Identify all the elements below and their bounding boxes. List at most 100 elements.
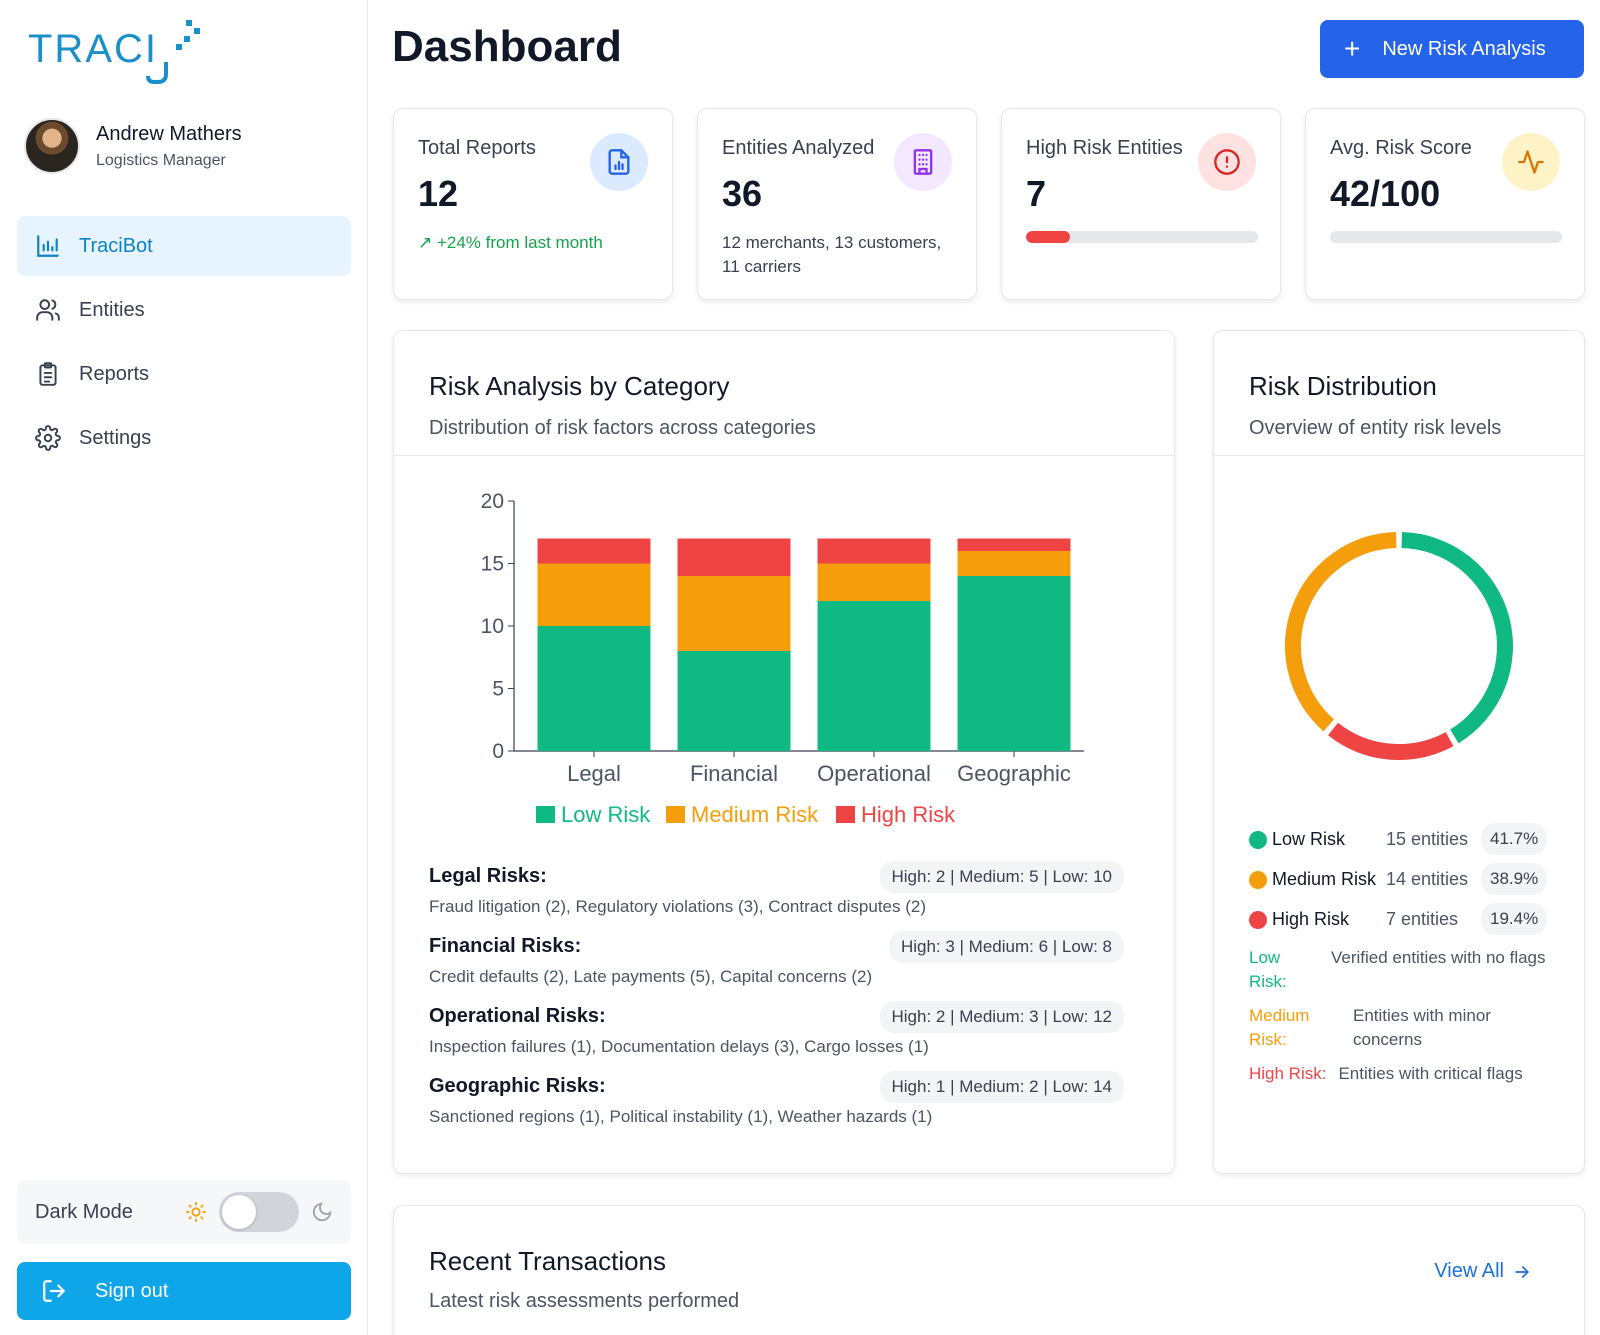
risk-badge: High: 2 | Medium: 3 | Low: 12 — [879, 1001, 1124, 1033]
risk-description: Inspection failures (1), Documentation d… — [429, 1037, 929, 1056]
user-role: Logistics Manager — [96, 151, 226, 169]
card-subtitle: Distribution of risk factors across cate… — [429, 417, 816, 439]
bar-segment — [957, 538, 1071, 551]
description-row-high: High Risk: Entities with critical flags — [1249, 1062, 1559, 1086]
distribution-legend: Low Risk 15 entities 41.7% Medium Risk 1… — [1249, 821, 1549, 941]
medium-risk-dot — [1249, 871, 1267, 889]
clipboard-icon — [39, 362, 57, 386]
moon-icon — [312, 1202, 332, 1222]
description-text: Verified entities with no flags — [1331, 948, 1546, 967]
activity-icon — [1502, 133, 1560, 191]
card-subtitle: Overview of entity risk levels — [1249, 417, 1502, 439]
description-key: Low Risk: — [1249, 948, 1287, 991]
low-risk-dot — [1249, 831, 1267, 849]
stat-subtext: 12 merchants, 13 customers, 11 carriers — [722, 233, 942, 276]
risk-category-card: Risk Analysis by Category Distribution o… — [393, 330, 1175, 1174]
card-title: Recent Transactions — [429, 1246, 667, 1276]
card-title: Risk Distribution — [1249, 371, 1437, 401]
bar-segment — [957, 551, 1071, 576]
y-tick-label: 0 — [492, 740, 504, 763]
stat-card-total-reports: Total Reports 12 ↗ +24% from last month — [393, 108, 673, 300]
y-tick-label: 15 — [481, 553, 504, 576]
distribution-row-high: High Risk 7 entities 19.4% — [1249, 901, 1549, 941]
bar-segment — [817, 538, 931, 564]
sidebar-item-entities[interactable]: Entities — [17, 280, 351, 340]
risk-badge: High: 2 | Medium: 5 | Low: 10 — [879, 861, 1124, 893]
x-tick-label: Financial — [690, 761, 778, 786]
file-chart-icon — [590, 133, 648, 191]
avatar — [24, 118, 80, 174]
bar-segment — [537, 563, 651, 626]
risk-name: Legal Risks: — [429, 865, 547, 887]
y-tick-label: 5 — [492, 678, 504, 701]
distribution-percent: 19.4% — [1481, 903, 1548, 935]
sidebar-item-settings[interactable]: Settings — [17, 408, 351, 468]
description-text: Entities with critical flags — [1338, 1064, 1523, 1083]
legend-label: High Risk — [861, 802, 956, 827]
risk-description: Credit defaults (2), Late payments (5), … — [429, 967, 873, 986]
distribution-percent: 41.7% — [1481, 823, 1548, 855]
high-risk-progress-bar — [1026, 231, 1258, 243]
view-all-label: View All — [1434, 1260, 1504, 1282]
stat-card-entities-analyzed: Entities Analyzed 36 12 merchants, 13 cu… — [697, 108, 977, 300]
stat-value: 36 — [722, 173, 763, 214]
donut-slice — [1401, 532, 1513, 744]
bar-segment — [817, 563, 931, 601]
legend-label: Medium Risk — [691, 802, 819, 827]
stat-label: Entities Analyzed — [722, 137, 875, 159]
stat-card-high-risk-entities: High Risk Entities 7 — [1001, 108, 1281, 300]
distribution-percent: 38.9% — [1481, 863, 1548, 895]
risk-name: Financial Risks: — [429, 935, 582, 957]
y-tick-label: 20 — [481, 490, 504, 513]
description-key: High Risk: — [1249, 1064, 1327, 1083]
risk-row-financial: Financial Risks: High: 3 | Medium: 6 | L… — [429, 931, 1124, 1001]
new-risk-analysis-button[interactable]: + New Risk Analysis — [1320, 20, 1584, 78]
stat-value: 12 — [418, 173, 459, 214]
dark-mode-row: Dark Mode — [17, 1180, 351, 1244]
high-risk-dot — [1249, 911, 1267, 929]
sidebar-item-label: TraciBot — [79, 234, 153, 257]
avg-risk-progress-bar — [1330, 231, 1562, 243]
page-title: Dashboard — [392, 22, 622, 71]
divider — [1214, 455, 1584, 456]
view-all-link[interactable]: View All — [1434, 1260, 1532, 1283]
divider — [394, 455, 1174, 456]
risk-distribution-card: Risk Distribution Overview of entity ris… — [1213, 330, 1585, 1174]
risk-name: Operational Risks: — [429, 1005, 606, 1027]
risk-badge: High: 3 | Medium: 6 | Low: 8 — [888, 931, 1124, 963]
description-row-low: Low Risk: Verified entities with no flag… — [1249, 946, 1559, 994]
risk-name: Geographic Risks: — [429, 1075, 606, 1097]
risk-badge: High: 1 | Medium: 2 | Low: 14 — [879, 1071, 1124, 1103]
stat-value: 42/100 — [1330, 173, 1441, 214]
users-icon — [36, 299, 60, 321]
sidebar: TRACI Andrew Mathers Logistics Manager T… — [0, 0, 368, 1335]
risk-list: Legal Risks: High: 2 | Medium: 5 | Low: … — [429, 861, 1124, 1141]
sidebar-item-label: Settings — [79, 426, 152, 449]
risk-description: Fraud litigation (2), Regulatory violati… — [429, 897, 926, 916]
card-subtitle: Latest risk assessments performed — [429, 1290, 740, 1312]
main-content: Dashboard + New Risk Analysis Total Repo… — [368, 0, 1600, 1335]
arrow-right-icon — [1515, 1265, 1530, 1278]
risk-row-geographic: Geographic Risks: High: 1 | Medium: 2 | … — [429, 1071, 1124, 1141]
user-name: Andrew Mathers — [96, 122, 242, 145]
x-tick-label: Geographic — [957, 761, 1071, 786]
description-key: Medium Risk: — [1249, 1006, 1310, 1049]
bar-segment — [537, 626, 651, 751]
risk-row-operational: Operational Risks: High: 2 | Medium: 3 |… — [429, 1001, 1124, 1071]
sidebar-item-tracibot[interactable]: TraciBot — [17, 216, 351, 276]
x-tick-label: Legal — [567, 761, 621, 786]
stat-label: Avg. Risk Score — [1330, 137, 1472, 159]
distribution-name: Medium Risk — [1272, 869, 1377, 889]
sign-out-icon — [43, 1280, 65, 1302]
distribution-name: Low Risk — [1272, 829, 1346, 849]
sidebar-item-label: Reports — [79, 362, 150, 385]
sidebar-item-reports[interactable]: Reports — [17, 344, 351, 404]
dark-mode-toggle[interactable] — [219, 1192, 299, 1232]
stat-label: High Risk Entities — [1026, 137, 1183, 159]
sign-out-button[interactable]: Sign out — [17, 1262, 351, 1320]
stat-value: 7 — [1026, 173, 1047, 214]
traci-logo[interactable]: TRACI — [28, 18, 208, 88]
sidebar-item-label: Entities — [79, 298, 145, 321]
building-icon — [894, 133, 952, 191]
user-profile[interactable]: Andrew Mathers Logistics Manager — [24, 118, 242, 174]
